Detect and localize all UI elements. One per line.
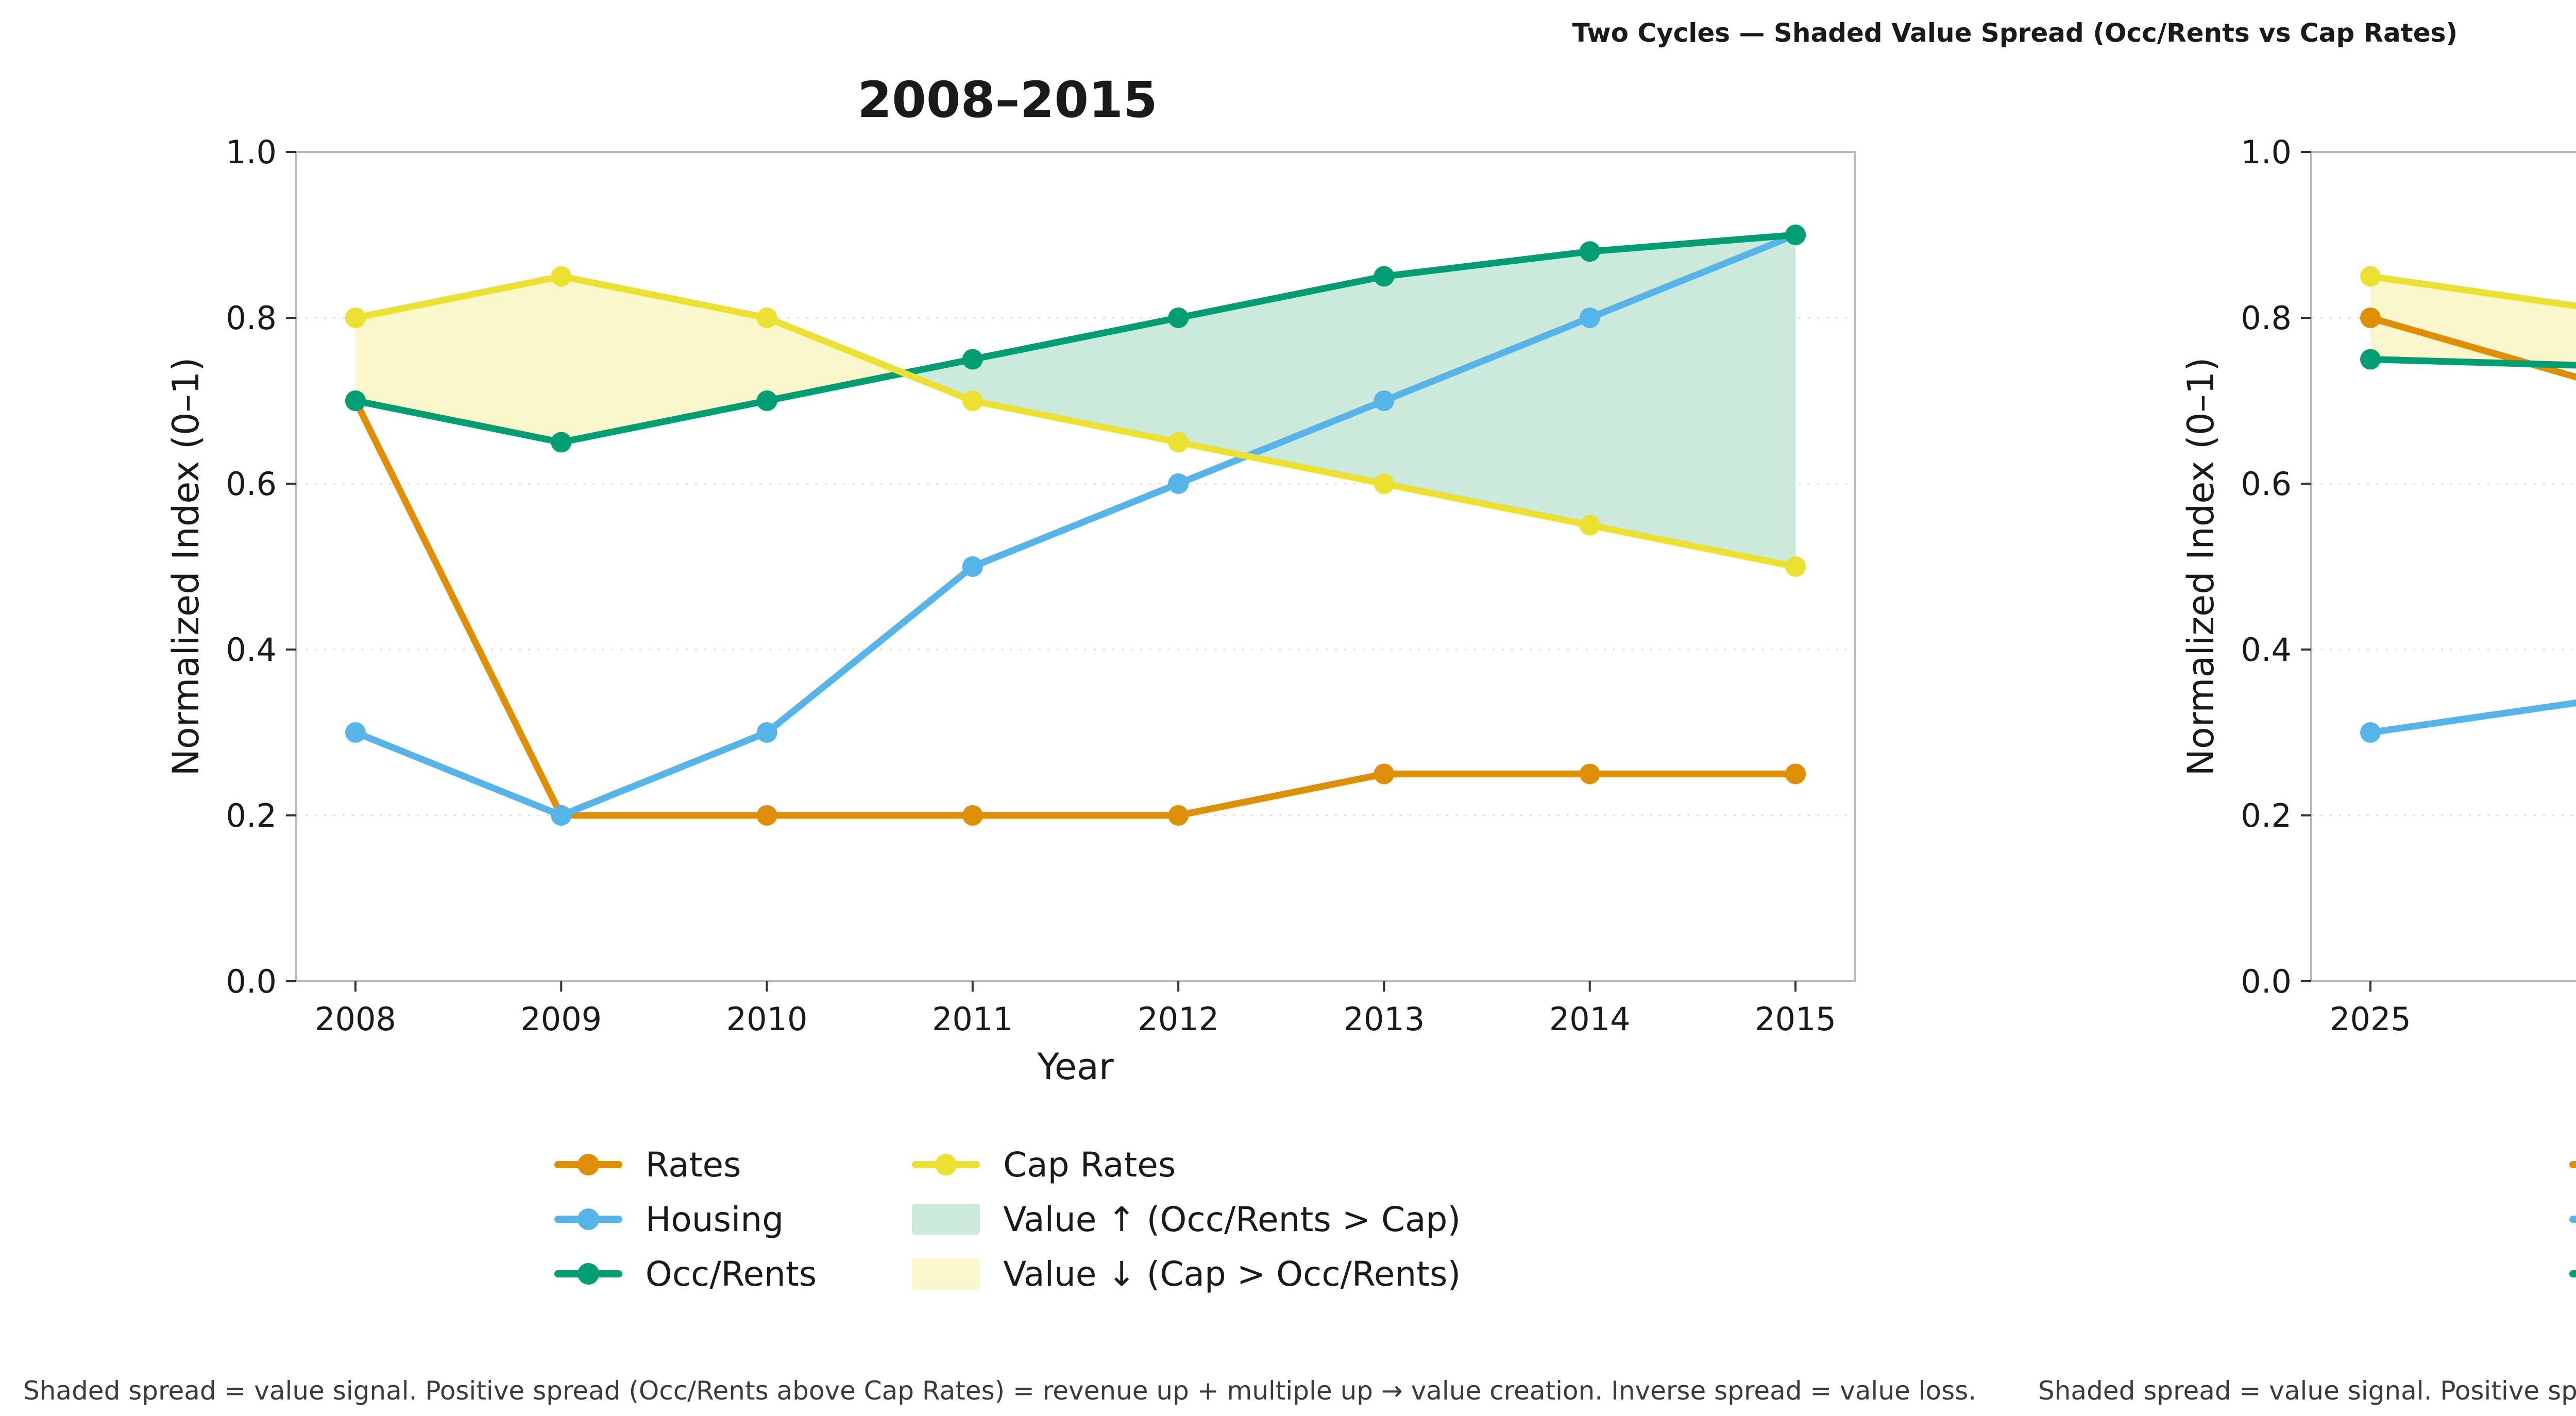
svg-text:0.6: 0.6 [226,465,277,503]
legend-item-occ-rents: Occ/Rents [554,1253,817,1295]
legend-item-housing: Housing [554,1198,817,1240]
y-gridlines [2311,151,2576,982]
x-axis-label: Year [1037,1046,1113,1082]
housing-line-marker-icon [554,1207,622,1231]
legend-item-value-down: Value ↓ (Cap > Occ/Rents) [912,1253,1461,1295]
series-occ_rents [2360,349,2576,370]
footnote-left: Shaded spread = value signal. Positive s… [23,1376,1977,1406]
rates-line-marker-icon [554,1153,622,1176]
legend-label: Value ↑ (Occ/Rents > Cap) [1003,1199,1461,1239]
housing-line-marker-icon [2569,1207,2576,1231]
svg-text:2012: 2012 [1138,1000,1219,1038]
y-axis-ticks: 0.0 0.2 0.4 0.6 0.8 1.0 [226,133,296,1000]
svg-text:0.8: 0.8 [226,299,277,337]
occ-rents-line-marker-icon [554,1262,622,1286]
value-spread-fill [355,235,1796,567]
occ-rents-line-marker-icon [2569,1262,2576,1286]
svg-text:2025: 2025 [2330,1000,2411,1038]
panel-2008-2015: 2008–2015 0.0 0.2 0.4 0.6 0.8 1.0 2008 2009 2010… [0,48,2015,1295]
footnote-right: Shaded spread = value signal. Positive s… [2038,1376,2576,1406]
svg-text:0.0: 0.0 [2241,963,2292,1000]
legend-item-occ-rents: Occ/Rents [2569,1253,2576,1295]
series-occ_rents [345,225,1806,453]
legend-column: Rates Housing Occ/Rents [2569,1144,2576,1295]
legend-label: Value ↓ (Cap > Occ/Rents) [1003,1254,1461,1294]
y-axis-label: Normalized Index (0–1) [165,357,207,776]
svg-text:2011: 2011 [932,1000,1013,1038]
series-housing [345,225,1806,826]
svg-text:2008: 2008 [315,1000,396,1038]
series-cap_rates [2360,266,2576,310]
svg-text:0.0: 0.0 [226,963,277,1000]
value-down-swatch-icon [912,1258,980,1289]
plot-frame [2310,151,2576,982]
legend-item-housing: Housing [2569,1198,2576,1240]
footnote-row: Shaded spread = value signal. Positive s… [0,1376,2576,1406]
svg-text:1.0: 1.0 [226,133,277,171]
svg-text:0.8: 0.8 [2241,299,2292,337]
series-cap_rates [345,266,1806,577]
svg-text:2015: 2015 [1755,1000,1836,1038]
legend-label: Occ/Rents [645,1254,817,1294]
plot-frame [295,151,1856,982]
svg-text:0.2: 0.2 [226,797,277,834]
y-axis-label: Normalized Index (0–1) [2180,357,2222,776]
figure-suptitle: Two Cycles — Shaded Value Spread (Occ/Re… [1572,18,2458,48]
svg-text:0.6: 0.6 [2241,465,2292,503]
legend-label: Rates [645,1145,741,1185]
cap-rates-line-marker-icon [912,1153,980,1176]
chart-title-left: 2008–2015 [857,71,1158,129]
y-axis-ticks: 0.0 0.2 0.4 0.6 0.8 1.0 [2241,133,2311,1000]
legend-item-rates: Rates [2569,1144,2576,1186]
svg-text:1.0: 1.0 [2241,133,2292,171]
x-axis-ticks: 202520262027202820292030 [2330,981,2411,1038]
legend-label: Cap Rates [1003,1145,1176,1185]
svg-text:2010: 2010 [726,1000,808,1038]
rates-line-marker-icon [2569,1153,2576,1176]
chart-right: 0.0 0.2 0.4 0.6 0.8 1.0 2025202620272028202920… [2180,133,2576,1038]
svg-text:0.4: 0.4 [226,631,277,669]
legend-item-value-up: Value ↑ (Occ/Rents > Cap) [912,1198,1461,1240]
value-up-swatch-icon [912,1204,980,1235]
legend-item-rates: Rates [554,1144,817,1186]
legend-column: Cap Rates Value ↑ (Occ/Rents > Cap) Valu… [912,1144,1461,1295]
svg-text:2013: 2013 [1344,1000,1425,1038]
legend-label: Housing [645,1199,784,1239]
series-rates [2360,308,2576,381]
figure: Two Cycles — Shaded Value Spread (Occ/Re… [0,18,2576,1406]
legend-right: Rates Housing Occ/Rents Cap Rates [2569,1144,2576,1295]
charts-row: 2008–2015 0.0 0.2 0.4 0.6 0.8 1.0 2008 2009 2010… [0,48,2576,1295]
legend-left: Rates Housing Occ/Rents Cap Rates [554,1144,1461,1295]
svg-text:0.2: 0.2 [2241,797,2292,834]
legend-item-cap-rates: Cap Rates [912,1144,1461,1186]
panel-2025-2030: 2025–2030 (Projected) 0.00.20.40.60.81.0… [2015,48,2576,1295]
series-housing [2360,699,2576,743]
svg-text:2009: 2009 [520,1000,602,1038]
svg-text:0.4: 0.4 [2241,631,2292,669]
x-axis-ticks: 2008 2009 2010 2011 2012 2013 2014 2015 [315,981,1836,1038]
legend-column: Rates Housing Occ/Rents [554,1144,817,1295]
svg-text:2014: 2014 [1549,1000,1631,1038]
